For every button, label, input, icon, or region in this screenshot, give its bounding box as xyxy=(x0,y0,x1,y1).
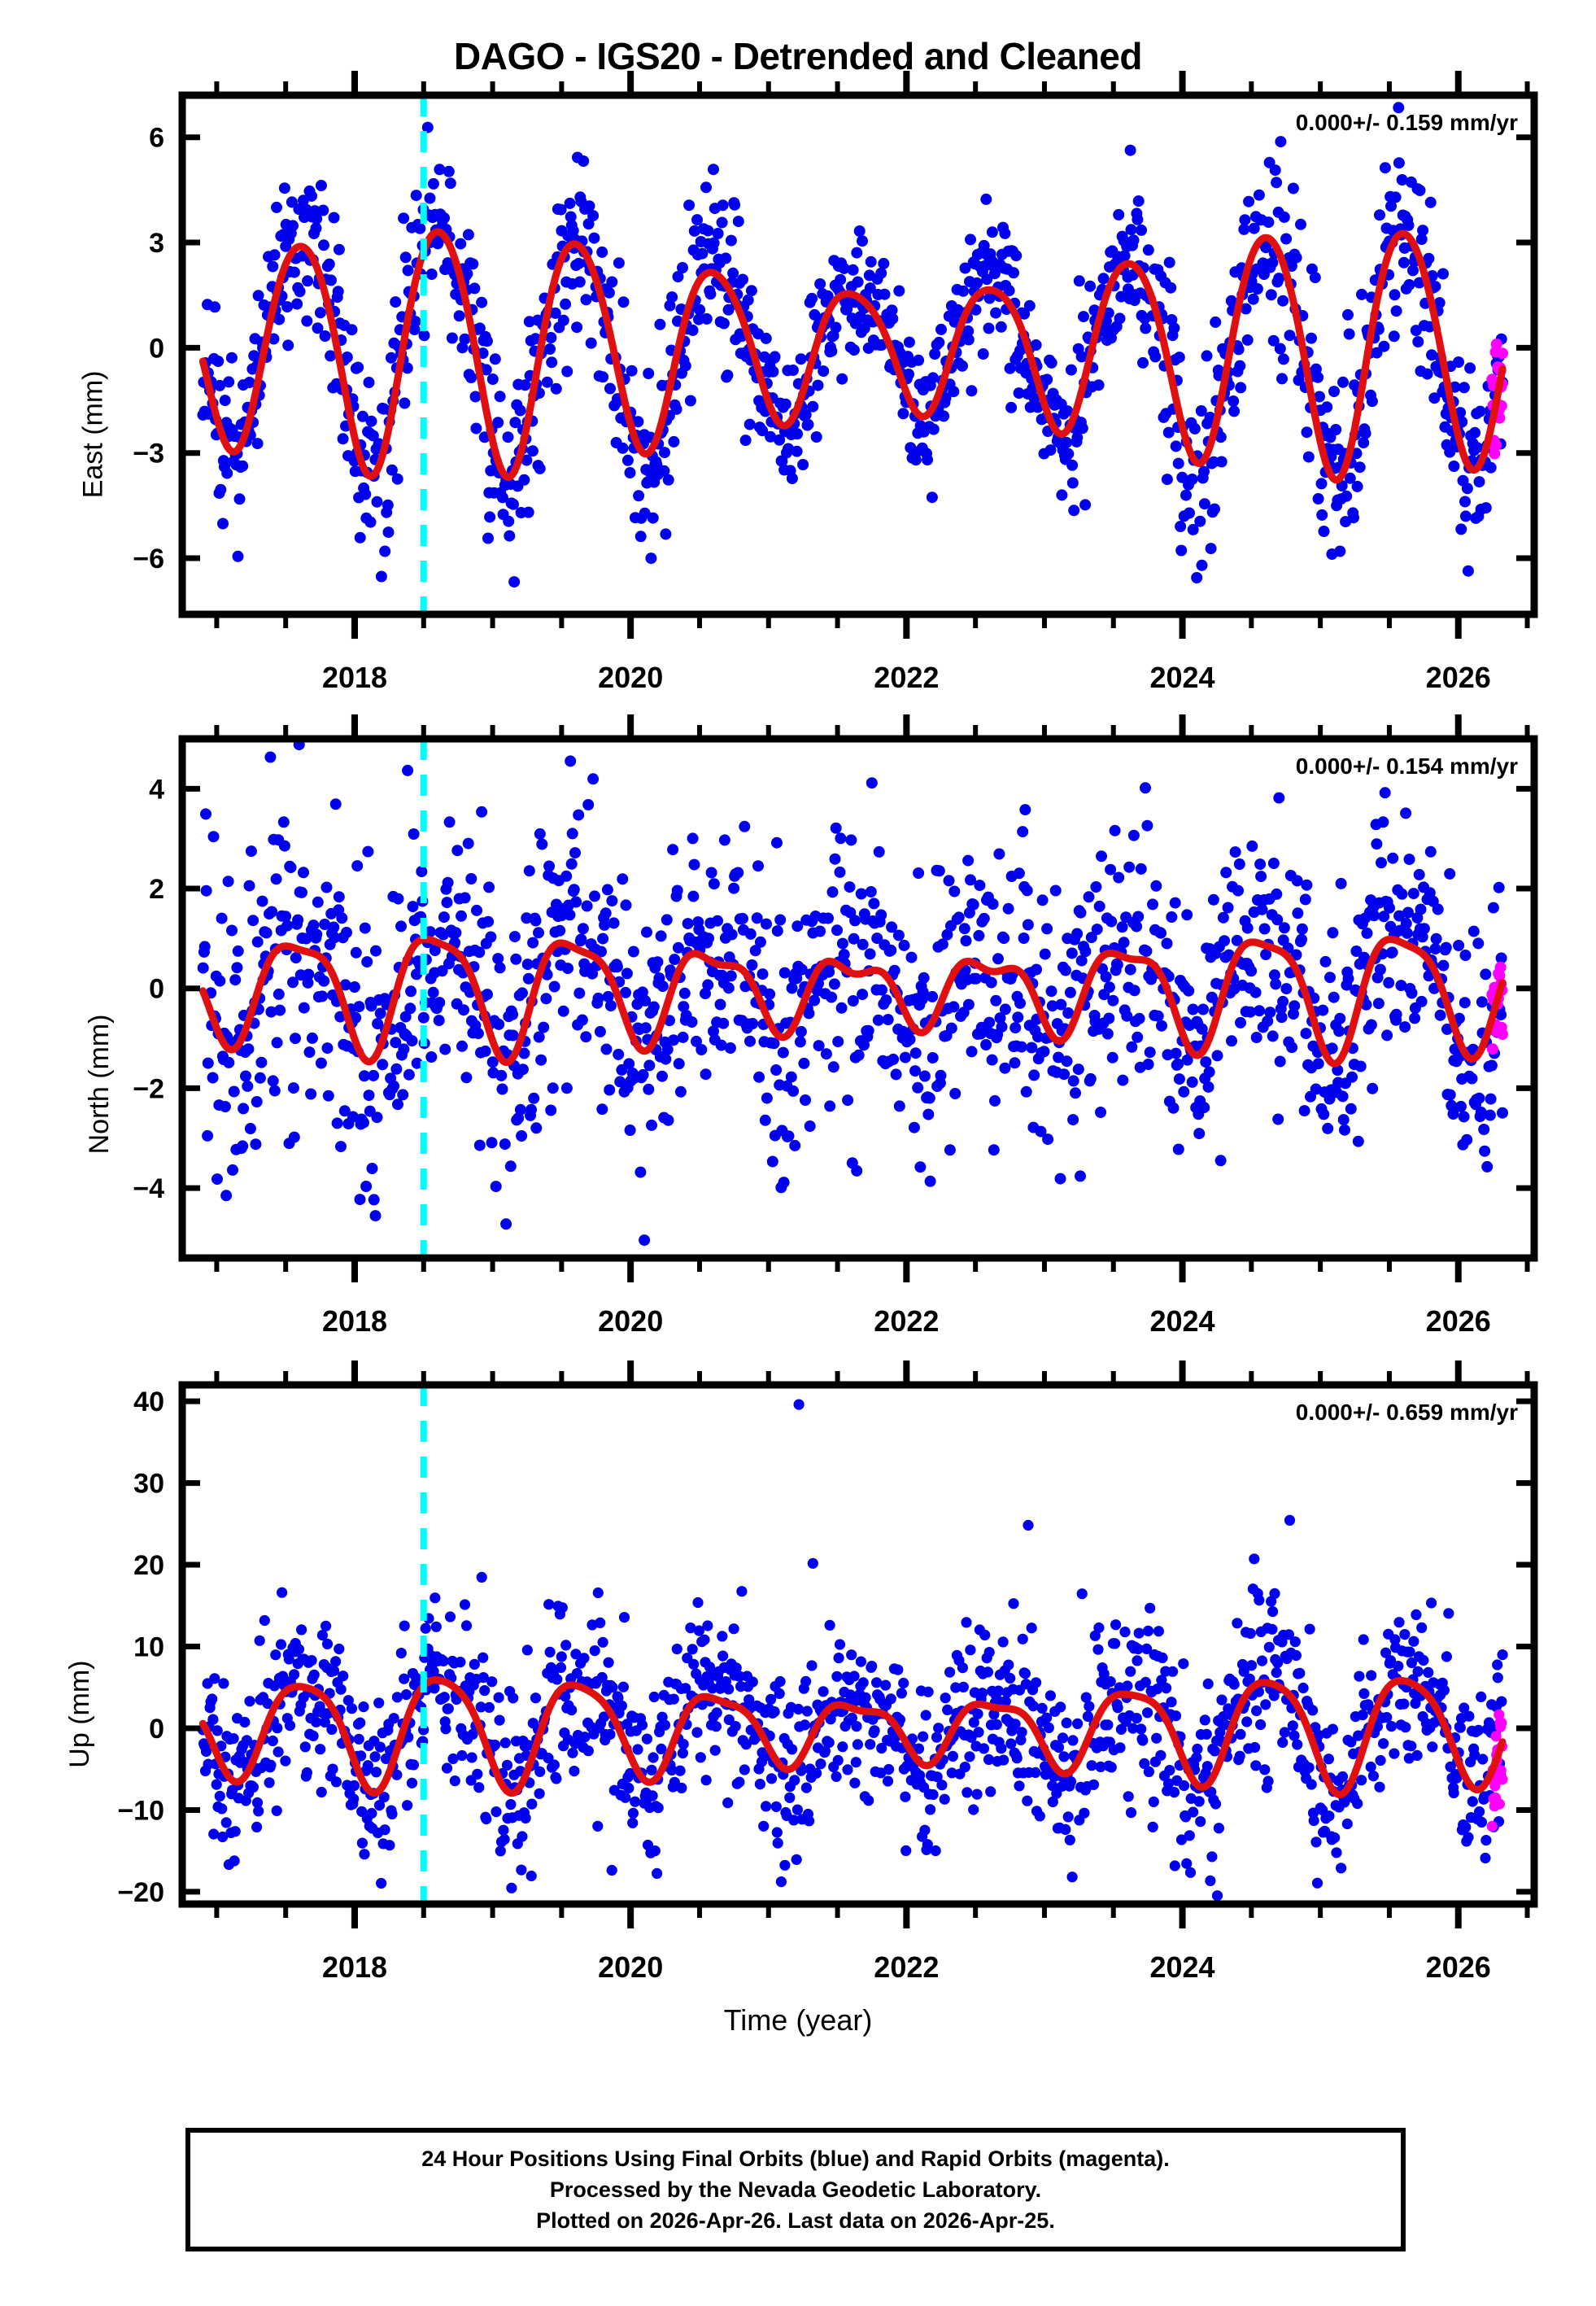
xtick-label-east-0: 2018 xyxy=(322,661,387,694)
xtick-label-north-2: 2022 xyxy=(874,1304,939,1338)
rate-annotation-up: 0.000+/- 0.659 mm/yr xyxy=(1295,1400,1518,1425)
ytick-label-east-4: −6 xyxy=(133,544,164,574)
x-axis-title: Time (year) xyxy=(723,2003,873,2037)
caption-box: 24 Hour Positions Using Final Orbits (bl… xyxy=(185,2128,1406,2251)
page-title: DAGO - IGS20 - Detrended and Cleaned xyxy=(454,35,1142,77)
ytick-label-east-0: 6 xyxy=(149,123,164,154)
xtick-label-north-4: 2026 xyxy=(1426,1304,1491,1338)
rate-annotation-north: 0.000+/- 0.154 mm/yr xyxy=(1295,753,1518,779)
ytick-label-up-2: 20 xyxy=(133,1550,164,1581)
xtick-label-up-0: 2018 xyxy=(322,1950,387,1984)
xtick-label-north-0: 2018 xyxy=(322,1304,387,1338)
data-layer-east xyxy=(197,95,1509,614)
xtick-label-east-4: 2026 xyxy=(1426,661,1491,694)
ytick-label-east-2: 0 xyxy=(149,333,164,364)
xtick-label-east-3: 2024 xyxy=(1149,661,1214,694)
rate-annotation-east: 0.000+/- 0.159 mm/yr xyxy=(1295,110,1518,135)
ytick-label-north-0: 4 xyxy=(149,774,164,805)
data-layer-north xyxy=(197,739,1508,1258)
xtick-label-east-2: 2022 xyxy=(874,661,939,694)
ytick-label-east-3: −3 xyxy=(133,439,164,469)
xtick-label-up-3: 2024 xyxy=(1149,1950,1214,1984)
ytick-label-north-4: −4 xyxy=(133,1173,164,1204)
caption-line-orbits: 24 Hour Positions Using Final Orbits (bl… xyxy=(421,2146,1170,2171)
xtick-label-east-1: 2020 xyxy=(598,661,663,694)
y-axis-title-east: East (mm) xyxy=(77,370,109,499)
ytick-label-up-6: −20 xyxy=(117,1877,164,1908)
ytick-label-up-1: 30 xyxy=(133,1469,164,1500)
ytick-label-north-2: 0 xyxy=(149,974,164,1005)
xtick-label-up-4: 2026 xyxy=(1426,1950,1491,1984)
y-axis-title-up: Up (mm) xyxy=(64,1660,96,1768)
ytick-label-up-3: 10 xyxy=(133,1632,164,1663)
xtick-label-north-1: 2020 xyxy=(598,1304,663,1338)
xtick-label-north-3: 2024 xyxy=(1149,1304,1214,1338)
ytick-label-east-1: 3 xyxy=(149,228,164,259)
xtick-label-up-1: 2020 xyxy=(598,1950,663,1984)
data-layer-up xyxy=(197,1385,1508,1904)
y-axis-title-north: North (mm) xyxy=(83,1014,115,1155)
ytick-label-up-0: 40 xyxy=(133,1387,164,1417)
ytick-label-north-3: −2 xyxy=(133,1073,164,1104)
caption-line-dates: Plotted on 2026-Apr-26. Last data on 202… xyxy=(536,2208,1055,2234)
xtick-label-up-2: 2022 xyxy=(874,1950,939,1984)
caption-line-processor: Processed by the Nevada Geodetic Laborat… xyxy=(549,2177,1042,2202)
ytick-label-up-4: 0 xyxy=(149,1714,164,1745)
ytick-label-north-1: 2 xyxy=(149,874,164,905)
ytick-label-up-5: −10 xyxy=(117,1795,164,1826)
